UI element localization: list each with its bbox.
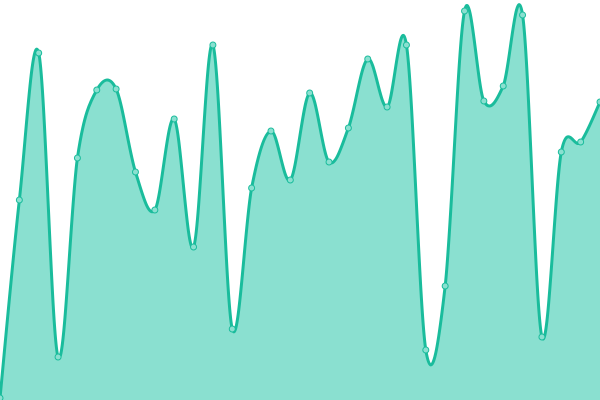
data-point-6 (112, 85, 120, 93)
data-point-16 (306, 89, 314, 97)
data-point-2 (35, 49, 43, 57)
data-point-20 (383, 103, 391, 111)
data-point-12 (228, 325, 236, 333)
data-point-1 (15, 196, 23, 204)
data-point-0 (0, 394, 4, 400)
data-point-29 (557, 148, 565, 156)
data-point-14 (267, 127, 275, 135)
data-point-23 (441, 282, 449, 290)
data-point-11 (209, 41, 217, 49)
data-point-17 (325, 158, 333, 166)
data-point-4 (73, 154, 81, 162)
data-point-5 (93, 86, 101, 94)
data-point-18 (344, 124, 352, 132)
data-point-15 (286, 176, 294, 184)
data-point-10 (190, 243, 198, 251)
data-point-8 (151, 206, 159, 214)
data-point-27 (519, 11, 527, 19)
data-points (0, 7, 600, 400)
data-point-9 (170, 115, 178, 123)
data-point-24 (461, 7, 469, 15)
data-point-21 (402, 41, 410, 49)
data-point-25 (480, 97, 488, 105)
data-point-22 (422, 346, 430, 354)
data-point-7 (131, 168, 139, 176)
data-point-13 (248, 184, 256, 192)
area-fill (0, 4, 600, 400)
data-point-3 (54, 353, 62, 361)
data-point-28 (538, 333, 546, 341)
data-point-19 (364, 55, 372, 63)
data-point-26 (499, 82, 507, 90)
data-point-31 (596, 98, 600, 106)
data-point-30 (577, 138, 585, 146)
